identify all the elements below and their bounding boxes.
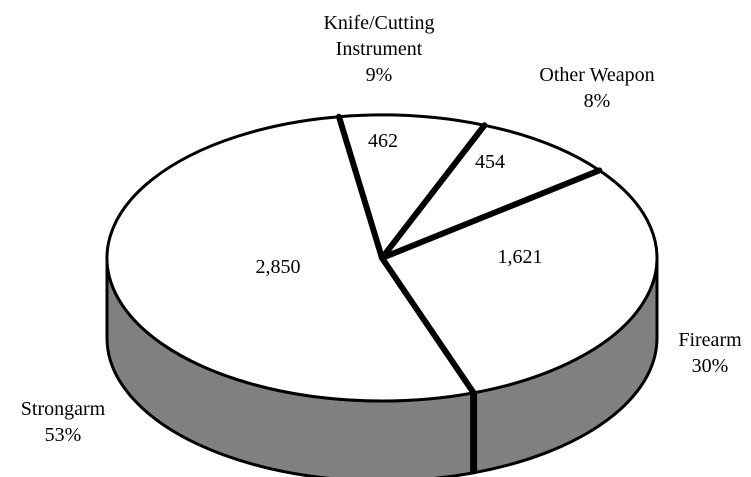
- pie-divider-layer: [335, 113, 603, 473]
- pie-label-layer: 462 Knife/Cutting Instrument 9% 454 Other Wea…: [21, 12, 742, 446]
- pie-value-label-3: 2,850: [256, 256, 301, 278]
- pie-divider-2: [379, 167, 603, 261]
- pie-category-label-0: Knife/Cutting Instrument 9%: [323, 12, 434, 86]
- pie-name-line: Strongarm: [21, 398, 106, 420]
- pie-value-label-1: 454: [475, 151, 505, 173]
- pie-percent-label: 8%: [584, 90, 611, 112]
- pie-name-line: Instrument: [336, 38, 423, 60]
- pie-name-line: Knife/Cutting: [323, 12, 434, 34]
- pie-slice-0: [337, 113, 486, 260]
- pie-divider-1: [379, 122, 488, 261]
- pie-percent-label: 30%: [692, 355, 729, 377]
- pie-category-label-2: Firearm 30%: [678, 329, 742, 377]
- pie-divider-0: [335, 113, 385, 261]
- pie-category-label-3: Strongarm 53%: [21, 398, 106, 446]
- pie-value-label-0: 462: [368, 130, 398, 152]
- pie-name-line: Firearm: [678, 329, 742, 351]
- pie-name-line: Other Weapon: [539, 64, 654, 86]
- pie-percent-label: 53%: [45, 424, 82, 446]
- pie-category-label-1: Other Weapon 8%: [539, 64, 654, 112]
- pie-percent-label: 9%: [366, 64, 393, 86]
- pie-top-layer: [105, 113, 659, 403]
- pie-slice-1: [380, 123, 601, 260]
- pie-slice-2: [380, 168, 659, 395]
- pie-divider-3: [379, 255, 477, 396]
- pie-slice-3: [105, 115, 476, 403]
- pie-value-label-2: 1,621: [498, 246, 543, 268]
